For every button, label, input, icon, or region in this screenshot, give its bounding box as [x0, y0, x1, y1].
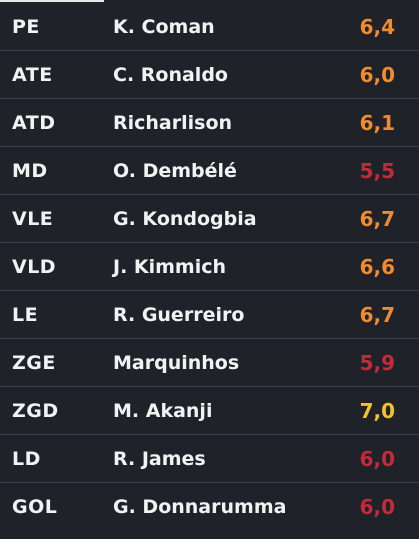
player-rating: 6,1 [359, 111, 395, 135]
player-name: O. Dembélé [113, 160, 237, 182]
player-row[interactable]: ATE C. Ronaldo 6,0 [0, 51, 419, 99]
player-name: J. Kimmich [113, 256, 227, 278]
player-row[interactable]: ATD Richarlison 6,1 [0, 99, 419, 147]
player-row[interactable]: GOL G. Donnarumma 6,0 [0, 483, 419, 531]
player-row[interactable]: LE R. Guerreiro 6,7 [0, 291, 419, 339]
player-row[interactable]: VLE G. Kondogbia 6,7 [0, 195, 419, 243]
player-position: GOL [12, 496, 58, 518]
player-name: C. Ronaldo [113, 64, 228, 86]
player-rating: 7,0 [359, 399, 395, 423]
player-name: R. Guerreiro [113, 304, 245, 326]
player-position: ATD [12, 112, 56, 134]
player-rating: 6,0 [359, 495, 395, 519]
player-name: K. Coman [113, 16, 215, 38]
player-name: G. Kondogbia [113, 208, 257, 230]
player-position: LE [12, 304, 39, 326]
player-row[interactable]: MD O. Dembélé 5,5 [0, 147, 419, 195]
player-position: VLD [12, 256, 57, 278]
player-name: Richarlison [113, 112, 233, 134]
player-position: VLE [12, 208, 54, 230]
player-row[interactable]: ZGE Marquinhos 5,9 [0, 339, 419, 387]
player-row[interactable]: VLD J. Kimmich 6,6 [0, 243, 419, 291]
player-rating: 6,0 [359, 63, 395, 87]
player-rating: 5,5 [359, 159, 395, 183]
player-position: MD [12, 160, 48, 182]
player-name: G. Donnarumma [113, 496, 287, 518]
player-name: R. James [113, 448, 206, 470]
player-rating: 6,0 [359, 447, 395, 471]
player-rating: 6,7 [359, 303, 395, 327]
active-tab-indicator [0, 0, 104, 2]
player-name: Marquinhos [113, 352, 240, 374]
player-position: ZGE [12, 352, 56, 374]
player-row[interactable]: ZGD M. Akanji 7,0 [0, 387, 419, 435]
player-position: ATE [12, 64, 53, 86]
player-position: ZGD [12, 400, 59, 422]
player-name: M. Akanji [113, 400, 213, 422]
player-rating: 6,6 [359, 255, 395, 279]
player-rating: 5,9 [359, 351, 395, 375]
player-rating: 6,7 [359, 207, 395, 231]
player-row[interactable]: LD R. James 6,0 [0, 435, 419, 483]
player-rating: 6,4 [359, 15, 395, 39]
player-ratings-list: PE K. Coman 6,4 ATE C. Ronaldo 6,0 ATD R… [0, 3, 419, 531]
player-position: LD [12, 448, 41, 470]
player-row[interactable]: PE K. Coman 6,4 [0, 3, 419, 51]
player-position: PE [12, 16, 40, 38]
